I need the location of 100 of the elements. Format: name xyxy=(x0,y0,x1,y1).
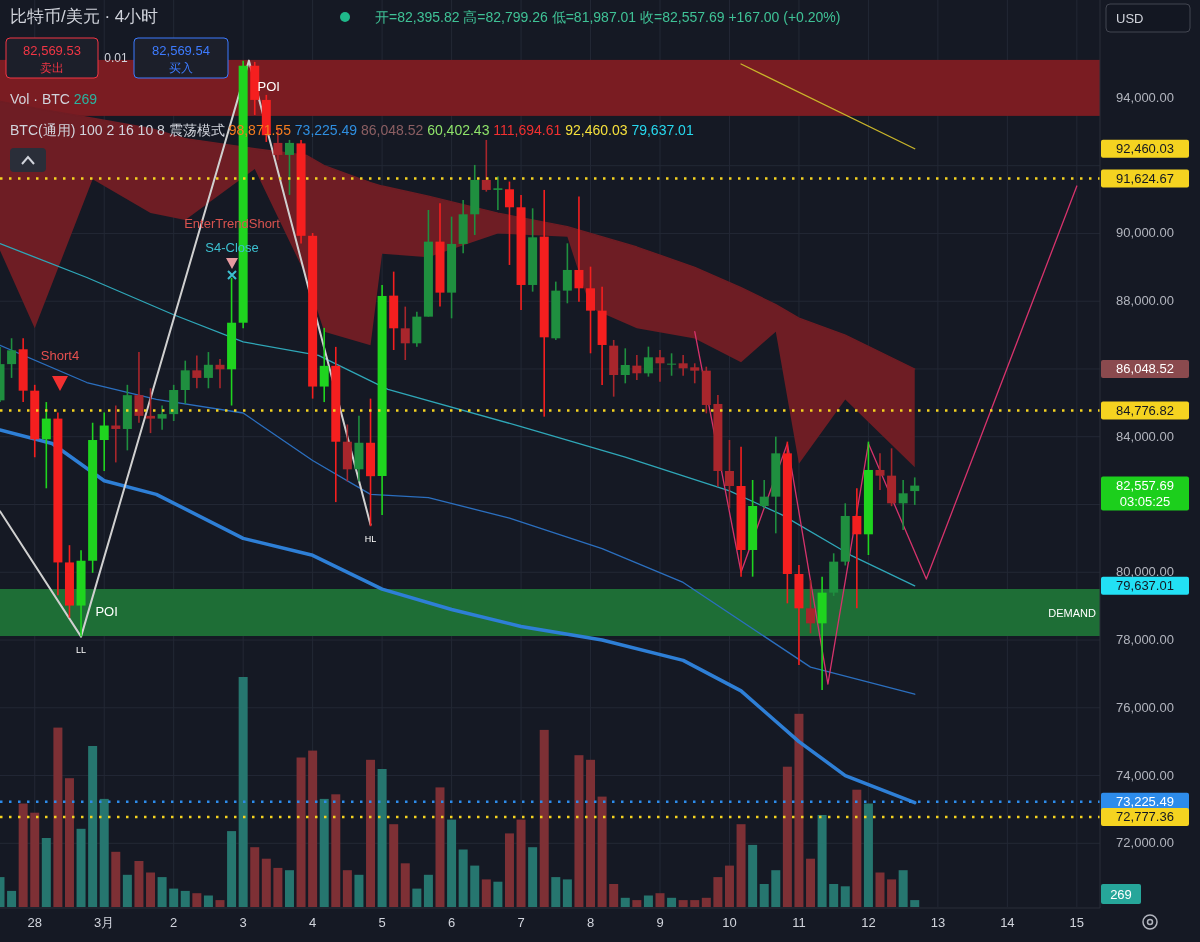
bar xyxy=(597,796,607,907)
bar xyxy=(782,766,792,907)
annotation: POI xyxy=(95,604,118,619)
bar xyxy=(481,879,491,907)
bar xyxy=(122,874,132,907)
candlestick xyxy=(481,139,491,193)
annotation: 79,637.01 xyxy=(627,122,694,138)
y-tick-label: 78,000.00 xyxy=(1116,632,1174,648)
bar xyxy=(910,900,920,907)
candlestick xyxy=(643,345,653,378)
bar xyxy=(400,863,410,907)
x-tick-label: 13 xyxy=(930,915,946,930)
bar xyxy=(250,847,260,907)
candlestick xyxy=(632,354,642,381)
x-tick-label: 2 xyxy=(170,915,178,930)
y-tick-label: 84,000.00 xyxy=(1116,428,1174,444)
candlestick xyxy=(690,362,700,385)
bar xyxy=(574,755,584,907)
annotation: 111,694.61 xyxy=(489,122,562,138)
bar xyxy=(852,789,862,907)
annotation: 买入 xyxy=(169,61,193,75)
bar xyxy=(169,888,179,907)
y-tick-label: 94,000.00 xyxy=(1116,89,1174,105)
bar xyxy=(180,890,190,907)
y-tick-label: 72,000.00 xyxy=(1116,835,1174,851)
bar xyxy=(771,870,781,907)
candlestick xyxy=(41,401,51,490)
annotation: BTC(通用) 100 2 16 10 8 震荡模式 xyxy=(10,122,225,138)
ref-line-label: 84,776.82 xyxy=(1116,402,1174,418)
bar xyxy=(366,759,376,907)
candlestick xyxy=(620,347,630,385)
bar xyxy=(667,897,677,907)
x-tick-label: 8 xyxy=(586,915,595,930)
bar xyxy=(701,897,711,907)
annotation: Short4 xyxy=(40,348,80,363)
bar xyxy=(724,865,734,907)
annotation: POI xyxy=(257,78,280,94)
y-tick-label: 90,000.00 xyxy=(1116,225,1174,241)
bar xyxy=(111,851,121,907)
candlestick xyxy=(724,439,734,510)
bar xyxy=(493,881,503,907)
x-tick-label: 5 xyxy=(378,915,386,930)
x-tick-label: 11 xyxy=(792,915,806,930)
candlestick xyxy=(806,579,816,635)
bar xyxy=(713,877,723,907)
bar xyxy=(562,879,572,907)
annotation: 73,225.49 xyxy=(290,122,358,138)
bar xyxy=(759,884,769,907)
bar xyxy=(504,833,514,907)
candlestick xyxy=(180,359,190,405)
bar xyxy=(389,824,399,907)
bar xyxy=(898,870,908,907)
annotation: HL xyxy=(364,534,377,545)
bar xyxy=(609,884,619,907)
bar xyxy=(203,895,213,907)
text: 79,637.01 xyxy=(1116,578,1174,594)
bar xyxy=(354,874,364,907)
bar xyxy=(64,778,74,907)
ref-line-label: 91,624.67 xyxy=(1116,170,1174,186)
bar xyxy=(157,877,167,907)
bar xyxy=(273,867,283,907)
bar xyxy=(238,677,248,907)
bar xyxy=(458,849,468,907)
x-tick-label: 7 xyxy=(517,915,525,930)
bar xyxy=(690,900,700,907)
candlestick xyxy=(875,452,885,491)
x-tick-label: 9 xyxy=(656,915,664,930)
candlestick xyxy=(759,479,769,510)
text: 82,557.69 xyxy=(1116,478,1174,494)
candlestick xyxy=(667,352,677,377)
annotation: 60,402.43 xyxy=(423,122,490,138)
text: USD xyxy=(1116,11,1144,26)
text: 03:05:25 xyxy=(1119,494,1171,510)
bar xyxy=(99,798,109,907)
candlestick xyxy=(146,387,156,434)
candlestick xyxy=(504,180,514,266)
bar xyxy=(319,798,329,907)
bar xyxy=(215,900,225,907)
candlestick xyxy=(574,195,584,303)
bar xyxy=(412,888,422,907)
annotation: LL xyxy=(76,644,87,655)
ref-line-label: 72,777.36 xyxy=(1116,809,1174,825)
chart-title: 比特币/美元 · 4小时 xyxy=(10,7,159,26)
x-tick-label: 15 xyxy=(1069,915,1085,930)
bar xyxy=(840,886,850,907)
bar xyxy=(643,895,653,907)
bar xyxy=(806,858,816,907)
y-tick-label: 88,000.00 xyxy=(1116,293,1174,309)
bar xyxy=(53,727,63,907)
text: 86,048.52 xyxy=(1116,361,1174,377)
bar xyxy=(470,865,480,907)
bar xyxy=(261,858,271,907)
bar xyxy=(794,713,804,907)
text: 92,460.03 xyxy=(1116,141,1174,157)
candlestick xyxy=(586,265,596,355)
text: 开=82,395.82 高=82,799.26 低=81,987.01 收=82,557.69 +167.00 (+0.20%) xyxy=(375,9,841,25)
bar xyxy=(539,729,549,907)
bar xyxy=(296,757,306,907)
annotation: 86,048.52 xyxy=(357,122,424,138)
bar xyxy=(88,746,98,907)
